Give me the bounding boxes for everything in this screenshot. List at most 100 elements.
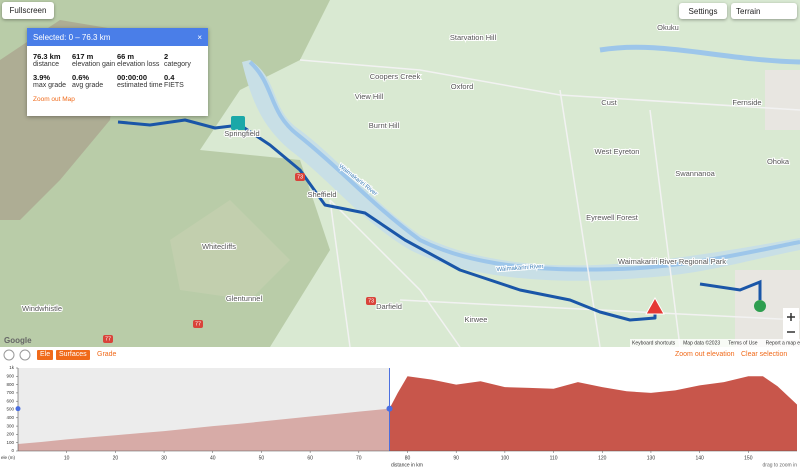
- warning-marker[interactable]: [645, 296, 665, 315]
- stat-label: category: [164, 61, 191, 68]
- place-label: View Hill: [355, 92, 384, 101]
- footer-link: Terms of Use: [728, 340, 758, 346]
- stat-label: distance: [33, 61, 60, 68]
- elevation-toolbar: Ele Surfaces Grade Zoom out elevation Cl…: [0, 347, 800, 363]
- place-label: Cust: [601, 98, 617, 107]
- stat-value: 0.4: [164, 73, 175, 82]
- x-tick-label: 110: [550, 455, 558, 461]
- link-label[interactable]: Zoom out Map: [33, 96, 75, 103]
- tab-grade[interactable]: Grade: [97, 351, 117, 358]
- x-tick-label: 100: [501, 455, 510, 461]
- button-label: Settings: [688, 6, 718, 16]
- route: [117, 118, 657, 322]
- selection-handle: [15, 406, 21, 412]
- y-tick-label: 900: [6, 373, 14, 378]
- stat-label: max grade: [33, 82, 67, 89]
- zoom-out-map[interactable]: Zoom out Map: [27, 89, 208, 103]
- place-label: Eyrewell Forest: [586, 213, 639, 222]
- down-button[interactable]: [19, 349, 31, 361]
- place-label: Waimakariri River: [496, 264, 543, 273]
- river: [599, 44, 800, 65]
- zoom-out-elevation[interactable]: Zoom out elevation: [675, 351, 735, 358]
- zoom-controls: [783, 308, 799, 340]
- x-tick-label: 20: [113, 455, 119, 461]
- poi-marker[interactable]: [231, 116, 245, 130]
- stat-value: 0.6%: [72, 73, 90, 82]
- road-shield: [366, 297, 376, 305]
- popup-close[interactable]: ×: [197, 32, 202, 42]
- place-label: Coopers Creek: [370, 72, 421, 81]
- stat: 66 m elevation loss: [117, 52, 164, 68]
- stat-value: 617 m: [72, 52, 94, 61]
- stat-value: 00:00:00: [117, 73, 148, 82]
- y-tick-label: 100: [6, 440, 14, 445]
- stat-value: 66 m: [117, 52, 135, 61]
- fullscreen-button[interactable]: Fullscreen: [2, 2, 54, 19]
- footer-link: Map data ©2023: [683, 339, 720, 346]
- chart-hint: drag to zoom in: [763, 462, 798, 468]
- tab-surfaces[interactable]: Surfaces: [56, 350, 90, 360]
- place-label: Starvation Hill: [450, 33, 497, 42]
- place-label: Waimakariri River Regional Park: [618, 257, 726, 266]
- x-tick-label: 70: [356, 455, 362, 461]
- selection-popup: Selected: 0 – 76.3 km × 76.3 km distance 61…: [27, 28, 208, 116]
- selection-overlay: [18, 368, 390, 451]
- settings-button[interactable]: Settings: [679, 3, 727, 19]
- footer-bg: [630, 339, 800, 347]
- y-axis-label: ele (m): [1, 455, 16, 460]
- stat-label: elevation gain: [72, 61, 116, 68]
- map-footer: Keyboard shortcuts Map data ©2023 Terms of…: [632, 339, 800, 346]
- terrain-hills: [170, 200, 290, 300]
- up-button[interactable]: [3, 349, 15, 361]
- map-type-select[interactable]: Terrain: [731, 3, 797, 19]
- stat: 2 category: [164, 52, 204, 68]
- zoom-buttons[interactable]: [787, 313, 795, 333]
- road-number: 77: [195, 321, 201, 327]
- road-shield: [103, 335, 113, 343]
- x-tick-label: 50: [259, 455, 265, 461]
- selection-handle: [386, 405, 393, 412]
- road-number: 77: [105, 336, 111, 342]
- elevation-chart[interactable]: 0 100 200 300 400 500 600 700 800 900 1k 10 20 30 40 50…: [0, 363, 800, 470]
- stat-value: 3.9%: [33, 73, 51, 82]
- clear-selection[interactable]: Clear selection: [741, 351, 788, 358]
- map-logo: Google: [4, 336, 32, 345]
- place-label: Glentunnel: [226, 294, 263, 303]
- x-tick-label: 130: [647, 455, 656, 461]
- road-number: 73: [297, 174, 303, 180]
- y-tick-label: 200: [6, 432, 14, 437]
- x-tick-label: 90: [453, 455, 459, 461]
- y-tick-label: 600: [6, 398, 14, 403]
- stat: 76.3 km distance: [33, 52, 72, 68]
- x-tick-label: 30: [161, 455, 167, 461]
- x-axis-label: distance in km: [391, 462, 423, 468]
- stat: 0.6% avg grade: [72, 73, 117, 89]
- x-tick-label: 140: [695, 455, 704, 461]
- place-label: Whitecliffs: [202, 242, 236, 251]
- footer-link: Report a map error: [766, 340, 800, 346]
- select-label: Terrain: [736, 6, 761, 16]
- y-tick-label: 1k: [9, 365, 15, 370]
- end-marker[interactable]: [754, 300, 766, 312]
- stat-value: 2: [164, 52, 169, 61]
- footer-link: Keyboard shortcuts: [632, 340, 676, 346]
- y-tick-label: 500: [6, 407, 14, 412]
- stat: 00:00:00 estimated time: [117, 73, 164, 89]
- button-label: Fullscreen: [9, 6, 47, 15]
- place-label: Burnt Hill: [369, 121, 400, 130]
- tab-ele[interactable]: Ele: [37, 350, 54, 360]
- x-tick-label: 40: [210, 455, 216, 461]
- x-tick-label: 150: [744, 455, 753, 461]
- popup-title: Selected: 0 – 76.3 km: [33, 32, 111, 42]
- stat: 617 m elevation gain: [72, 52, 117, 68]
- stat-label: estimated time: [117, 82, 163, 89]
- road-shield: [295, 173, 305, 181]
- road-number: 73: [368, 298, 374, 304]
- route: [699, 279, 762, 300]
- stat: 3.9% max grade: [33, 73, 72, 89]
- place-label: Windwhistle: [22, 304, 62, 313]
- y-tick-label: 700: [6, 390, 14, 395]
- place-label: Fernside: [732, 98, 761, 107]
